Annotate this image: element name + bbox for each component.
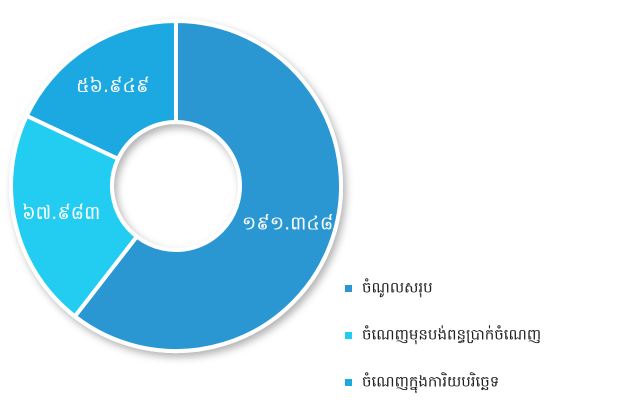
legend-label: ចំណូលសរុប	[362, 278, 433, 298]
donut-segment	[24, 18, 178, 162]
legend-swatch	[345, 285, 352, 292]
value-label: ៦៧.៩៨៣	[22, 202, 100, 224]
donut-segment	[72, 18, 343, 353]
donut-segment	[9, 113, 140, 320]
legend-swatch	[345, 379, 352, 386]
legend-label: ចំណេញមុនបង់ពន្ធប្រាក់ចំណេញ	[362, 325, 541, 345]
legend-label: ចំណេញក្នុងការិយបរិច្ឆេទ	[362, 372, 499, 394]
donut	[9, 18, 343, 353]
legend-swatch	[345, 332, 352, 339]
value-label: ១៩១.៣៤៨	[242, 213, 333, 235]
value-label: ៥៦.៩៤៩	[76, 75, 149, 97]
